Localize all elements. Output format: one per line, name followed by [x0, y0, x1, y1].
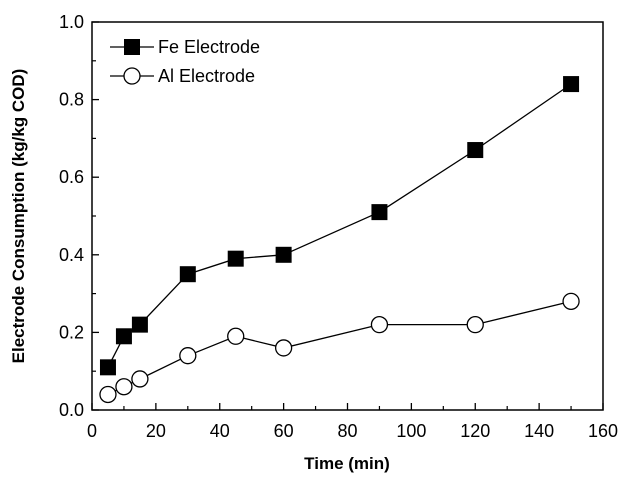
y-tick-label: 0.8	[59, 90, 84, 110]
data-point-al	[562, 292, 580, 311]
x-tick-label: 120	[460, 421, 490, 441]
series-line-fe	[107, 83, 572, 368]
data-point-fe	[371, 204, 388, 221]
x-tick-label: 100	[396, 421, 426, 441]
data-point-al	[274, 339, 293, 357]
legend: Fe Electrode Al Electrode	[110, 37, 260, 86]
legend-marker-fe	[124, 39, 140, 55]
data-point-al	[131, 370, 149, 388]
data-point-fe	[563, 76, 580, 93]
data-point-fe	[99, 359, 116, 376]
data-point-fe	[179, 266, 196, 283]
data-point-fe	[227, 250, 244, 267]
y-axis: 0.0 0.2 0.4 0.6 0.8 1.0	[59, 12, 99, 420]
legend-label-fe: Fe Electrode	[158, 37, 260, 57]
data-point-al	[99, 385, 117, 404]
legend-label-al: Al Electrode	[158, 66, 255, 86]
x-axis-title: Time (min)	[304, 454, 390, 473]
x-tick-label: 140	[524, 421, 554, 441]
x-tick-label: 40	[210, 421, 230, 441]
x-tick-label: 60	[274, 421, 294, 441]
x-tick-label: 160	[588, 421, 618, 441]
y-tick-label: 0.2	[59, 322, 84, 342]
x-axis: 0 20 40 60 80 100 120 140 160	[87, 403, 618, 441]
data-point-al	[466, 315, 484, 334]
data-point-fe	[131, 316, 148, 333]
x-tick-label: 20	[146, 421, 166, 441]
data-point-fe	[115, 328, 132, 345]
legend-marker-al	[123, 67, 141, 85]
series-line-al	[107, 300, 572, 396]
y-tick-label: 0.0	[59, 400, 84, 420]
data-point-fe	[467, 142, 484, 159]
data-point-al	[115, 378, 133, 396]
series-layer	[99, 76, 580, 404]
x-tick-label: 80	[337, 421, 357, 441]
data-point-al	[227, 327, 245, 345]
x-tick-label: 0	[87, 421, 97, 441]
data-point-al	[370, 315, 389, 334]
data-point-al	[179, 347, 197, 365]
y-tick-label: 0.6	[59, 167, 84, 187]
y-tick-label: 1.0	[59, 12, 84, 32]
y-axis-title: Electrode Consumption (kg/kg COD)	[9, 69, 28, 364]
data-point-fe	[275, 246, 292, 263]
y-tick-label: 0.4	[59, 245, 84, 265]
